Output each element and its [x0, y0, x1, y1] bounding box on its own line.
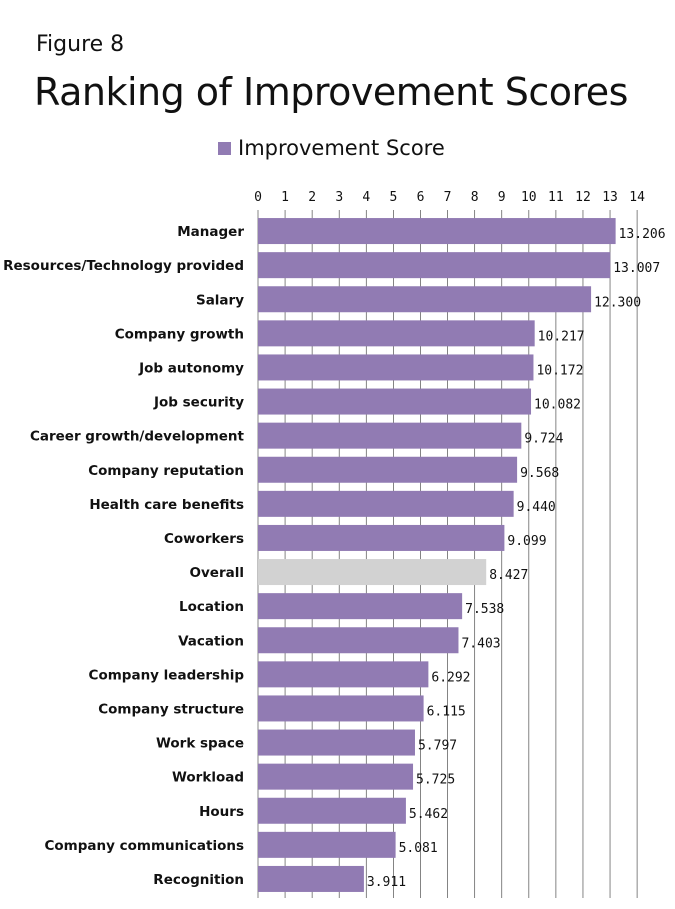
x-tick-label: 2: [308, 190, 316, 205]
data-label: 10.082: [534, 398, 581, 413]
data-label: 5.797: [418, 739, 457, 754]
data-label: 8.427: [489, 568, 528, 583]
category-label: Salary: [196, 292, 244, 308]
category-label: Company leadership: [89, 667, 245, 683]
category-label: Company structure: [98, 701, 244, 717]
category-label: Coworkers: [164, 531, 244, 547]
x-tick-label: 9: [498, 190, 506, 205]
bar: [258, 763, 414, 790]
legend-label: Improvement Score: [238, 136, 445, 160]
x-tick-label: 7: [444, 190, 452, 205]
data-label: 9.099: [507, 534, 546, 549]
bar: [258, 286, 592, 313]
legend-swatch: [218, 141, 231, 155]
bar: [258, 320, 535, 347]
category-label: Hours: [199, 804, 244, 820]
category-label: Company growth: [115, 326, 244, 342]
figure-number: Figure 8: [36, 32, 125, 57]
data-label: 13.206: [619, 227, 666, 242]
legend: Improvement Score: [218, 136, 445, 160]
x-tick-label: 12: [575, 190, 591, 205]
bar: [258, 797, 406, 824]
bar: [258, 865, 364, 892]
bar: [258, 831, 396, 858]
data-label: 9.568: [520, 466, 559, 481]
bar-overall: [258, 559, 487, 586]
x-tick-label: 14: [629, 190, 645, 205]
bar: [258, 252, 611, 279]
x-tick-label: 10: [521, 190, 537, 205]
bar: [258, 456, 518, 483]
bar: [258, 218, 616, 245]
data-label: 7.538: [465, 602, 504, 617]
category-label: Overall: [190, 565, 244, 581]
category-label: Recognition: [153, 872, 244, 888]
bar: [258, 661, 429, 688]
data-label: 13.007: [613, 261, 660, 276]
category-label: Work space: [156, 736, 244, 752]
bar: [258, 729, 415, 756]
data-label: 3.911: [367, 875, 406, 890]
data-label: 6.292: [431, 670, 470, 685]
category-label: Company communications: [44, 838, 244, 854]
bar: [258, 695, 424, 722]
x-tick-label: 11: [548, 190, 564, 205]
x-tick-label: 0: [254, 190, 262, 205]
chart-title: Ranking of Improvement Scores: [34, 70, 628, 114]
x-tick-label: 6: [417, 190, 425, 205]
category-label: Health care benefits: [89, 497, 244, 513]
category-label: Resources/Technology provided: [3, 258, 244, 274]
bar: [258, 490, 514, 517]
category-label: Company reputation: [88, 463, 244, 479]
category-label: Job autonomy: [138, 360, 244, 376]
category-label: Location: [179, 599, 244, 615]
data-label: 9.724: [524, 432, 563, 447]
bar: [258, 593, 463, 620]
data-label: 9.440: [517, 500, 556, 515]
bar: [258, 388, 532, 415]
data-label: 5.081: [399, 841, 438, 856]
data-label: 5.462: [409, 807, 448, 822]
bar: [258, 354, 534, 381]
category-label: Manager: [177, 224, 244, 240]
bar: [258, 627, 459, 654]
category-label: Job security: [153, 395, 244, 411]
data-label: 10.217: [538, 329, 585, 344]
data-label: 7.403: [461, 636, 500, 651]
category-label: Career growth/development: [30, 429, 245, 445]
x-tick-label: 13: [602, 190, 618, 205]
data-label: 10.172: [536, 363, 583, 378]
data-label: 6.115: [427, 704, 466, 719]
data-label: 5.725: [416, 773, 455, 788]
bar: [258, 524, 505, 551]
category-label: Workload: [172, 770, 244, 786]
data-label: 12.300: [594, 295, 641, 310]
x-tick-label: 1: [281, 190, 289, 205]
x-tick-label: 3: [335, 190, 343, 205]
x-tick-label: 8: [471, 190, 479, 205]
x-tick-label: 4: [362, 190, 370, 205]
x-tick-label: 5: [389, 190, 397, 205]
bar: [258, 422, 522, 449]
category-label: Vacation: [178, 633, 244, 649]
